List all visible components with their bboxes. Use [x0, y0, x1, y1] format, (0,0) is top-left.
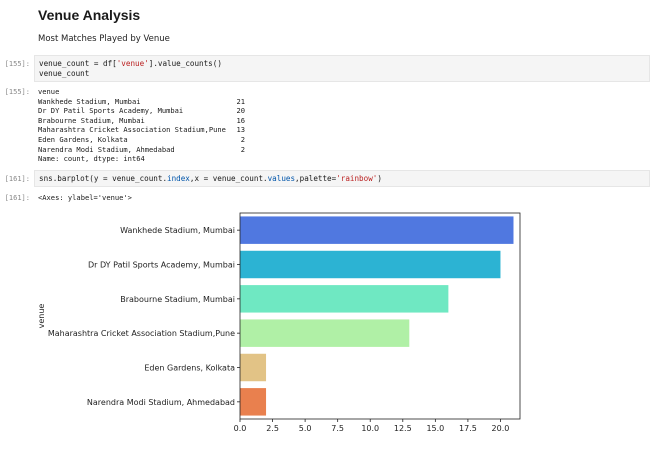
output-row-count: 13: [236, 125, 245, 135]
output-row-venue: Maharashtra Cricket Association Stadium,…: [38, 125, 226, 135]
output-header: venue: [38, 87, 60, 96]
cell-prompt-in-155: [155]:: [4, 60, 30, 68]
cell-prompt-out-161: [161]:: [4, 194, 30, 202]
y-tick-label: Wankhede Stadium, Mumbai: [120, 226, 235, 235]
code-cell-value-counts[interactable]: venue_count = df['venue'].value_counts()…: [34, 55, 650, 82]
output-row: Eden Gardens, Kolkata 2: [38, 135, 650, 145]
code-attr: values: [267, 174, 296, 183]
x-tick-label: 20.0: [492, 424, 510, 433]
y-axis-label: venue: [37, 304, 46, 329]
x-tick-label: 15.0: [426, 424, 444, 433]
x-tick-label: 0.0: [234, 424, 247, 433]
output-row-venue: Dr DY Patil Sports Academy, Mumbai: [38, 106, 184, 116]
output-footer: Name: count, dtype: int64: [38, 154, 145, 164]
output-row-venue: Brabourne Stadium, Mumbai: [38, 115, 145, 125]
code-token: venue_count = df[: [39, 59, 117, 68]
output-row: Wankhede Stadium, Mumbai 21: [38, 97, 650, 107]
x-tick-label: 5.0: [299, 424, 312, 433]
bar: [240, 319, 410, 347]
x-tick-label: 12.5: [394, 424, 412, 433]
code-token: ): [377, 174, 382, 183]
output-row: Brabourne Stadium, Mumbai 16: [38, 116, 650, 126]
output-row-count: 16: [236, 115, 245, 125]
output-row: Narendra Modi Stadium, Ahmedabad 2: [38, 145, 650, 155]
y-tick-label: Narendra Modi Stadium, Ahmedabad: [87, 398, 235, 407]
code-string: 'venue': [116, 59, 149, 68]
axes-frame: [239, 212, 521, 420]
bar: [240, 388, 267, 416]
section-subheading: Most Matches Played by Venue: [38, 34, 170, 44]
output-row-count: 2: [240, 134, 245, 144]
bar: [240, 216, 514, 244]
output-row-venue: Wankhede Stadium, Mumbai: [38, 96, 141, 106]
x-tick-label: 17.5: [459, 424, 477, 433]
cell-prompt-out-155: [155]:: [4, 88, 30, 96]
output-row-count: 2: [240, 144, 245, 154]
y-tick-label: Eden Gardens, Kolkata: [144, 364, 235, 373]
y-tick-label: Brabourne Stadium, Mumbai: [120, 295, 235, 304]
output-row-venue: Eden Gardens, Kolkata: [38, 134, 128, 144]
section-heading: Venue Analysis: [38, 7, 141, 23]
y-tick-label: Maharashtra Cricket Association Stadium,…: [48, 329, 235, 338]
x-tick-label: 7.5: [331, 424, 344, 433]
y-tick-label: Dr DY Patil Sports Academy, Mumbai: [88, 261, 235, 270]
output-row: Dr DY Patil Sports Academy, Mumbai 20: [38, 106, 650, 116]
code-token: ,x = venue_count.: [189, 174, 268, 183]
code-attr: index: [167, 174, 190, 183]
output-row-venue: Narendra Modi Stadium, Ahmedabad: [38, 144, 175, 154]
code-token: venue_count: [39, 69, 90, 78]
output-value-counts: venue Wankhede Stadium, Mumbai 21 Dr DY Pat…: [38, 87, 650, 164]
output-row-count: 20: [236, 106, 245, 116]
code-cell-barplot[interactable]: sns.barplot(y = venue_count.index,x = ve…: [34, 170, 650, 187]
code-string: 'rainbow': [336, 174, 378, 183]
cell-prompt-in-161: [161]:: [4, 175, 30, 183]
output-row-count: 21: [236, 96, 245, 106]
x-tick-label: 2.5: [266, 424, 279, 433]
code-token: ,palette=: [295, 174, 337, 183]
output-rows: Wankhede Stadium, Mumbai 21 Dr DY Patil Sp…: [38, 97, 650, 155]
x-tick-label: 10.0: [361, 424, 379, 433]
output-axes-repr: <Axes: ylabel='venue'>: [38, 193, 132, 202]
bar: [240, 285, 449, 313]
code-token: ].value_counts(): [148, 59, 222, 68]
venue-barplot: Wankhede Stadium, Mumbai Dr DY Patil Spor…: [37, 212, 521, 433]
code-token: sns.barplot(y = venue_count.: [39, 174, 168, 183]
bar: [240, 353, 267, 382]
bar: [240, 250, 501, 279]
output-row: Maharashtra Cricket Association Stadium,…: [38, 125, 650, 135]
